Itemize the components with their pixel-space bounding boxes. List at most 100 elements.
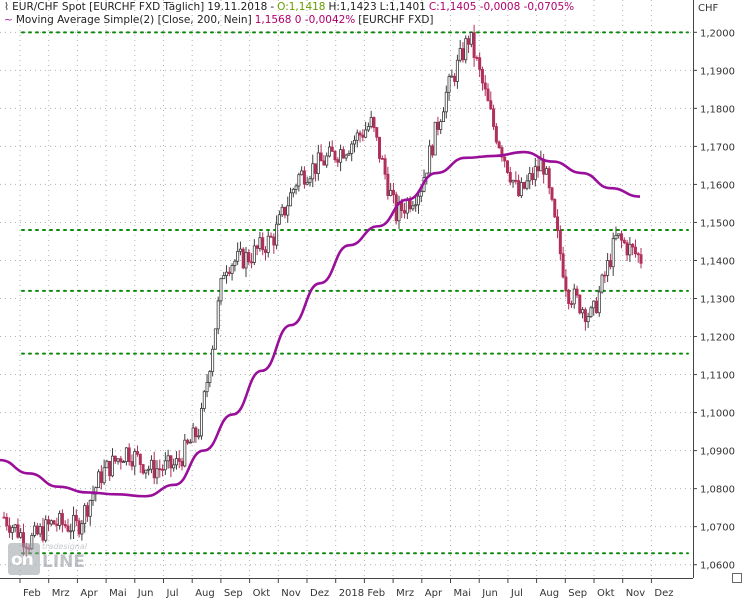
candle-body <box>525 180 529 189</box>
candle-body <box>606 260 610 276</box>
x-tick-label: Jul <box>510 588 523 599</box>
candle-body <box>539 159 543 172</box>
candle-body <box>597 291 601 314</box>
candle-body <box>330 146 334 152</box>
candle-body <box>600 274 604 293</box>
candle-body <box>166 455 170 462</box>
candle-body <box>489 100 493 110</box>
candle-body <box>508 172 512 183</box>
x-tick-label: Nov <box>626 588 646 599</box>
candle-body <box>202 391 206 409</box>
candle-body <box>5 516 9 527</box>
candle-body <box>567 290 571 304</box>
candle-body <box>250 261 254 264</box>
indicator-source: [EURCHF FXD] <box>358 14 434 26</box>
candle-body <box>277 214 281 225</box>
candle-body <box>58 513 62 526</box>
x-tick-label: Feb <box>23 588 41 599</box>
candle-body <box>633 246 637 255</box>
candle-body <box>503 156 507 162</box>
candle-body <box>366 126 370 131</box>
candle-body <box>608 260 612 268</box>
candle-body <box>105 460 109 469</box>
candle-body <box>252 245 256 263</box>
candle-body <box>119 458 123 463</box>
candle-body <box>113 455 117 462</box>
candle-body <box>155 468 159 479</box>
x-tick-label: Jul <box>166 588 179 599</box>
candle-body <box>480 68 484 84</box>
candle-body <box>263 249 267 253</box>
open-value: O:1,1418 <box>277 1 326 13</box>
candle-body <box>494 126 498 143</box>
indicator-value: 1,1568 0 -0,0042% <box>254 14 356 26</box>
candle-body <box>83 505 87 525</box>
candle-body <box>419 190 423 197</box>
candle-body <box>380 158 384 160</box>
candle-body <box>444 91 448 113</box>
candle-body <box>169 455 173 469</box>
candle-body <box>102 467 106 484</box>
y-tick-label: 1,2000 <box>700 28 735 39</box>
candle-body <box>147 468 151 471</box>
y-tick-label: 1,0900 <box>700 447 735 458</box>
x-tick-label: Jun <box>481 588 498 599</box>
candle-body <box>85 505 89 517</box>
candle-body <box>497 141 501 149</box>
ma-legend-icon: ∼ <box>4 14 13 26</box>
candle-body <box>297 174 301 187</box>
candle-body <box>63 524 67 527</box>
x-tick-label: Apr <box>80 588 98 599</box>
candle-body <box>208 371 212 383</box>
candle-body <box>575 288 579 296</box>
candle-body <box>283 206 287 216</box>
candle-body <box>500 147 504 158</box>
candle-body <box>116 458 120 462</box>
candle-body <box>38 526 42 535</box>
candle-body <box>275 223 279 246</box>
candle-body <box>594 300 598 314</box>
candle-body <box>436 121 440 130</box>
candle-body <box>314 163 318 174</box>
candle-body <box>447 76 451 93</box>
y-tick-label: 1,0700 <box>700 523 735 534</box>
candle-body <box>138 453 142 465</box>
candle-body <box>300 170 304 176</box>
candle-body <box>400 201 404 211</box>
candle-body <box>636 253 640 256</box>
candle-body <box>191 427 195 443</box>
candle-body <box>44 519 48 541</box>
candle-body <box>386 173 390 196</box>
candle-body <box>236 250 240 262</box>
x-tick-label: Sep <box>224 588 243 599</box>
logo-box <box>8 543 40 575</box>
candle-body <box>522 182 526 189</box>
candle-body <box>33 525 37 536</box>
chart-header-line1: ⌇ EUR/CHF Spot [EURCHF FXD Täglich] 19.11.… <box>4 1 575 13</box>
candle-body <box>152 459 156 479</box>
candle-body <box>47 519 51 525</box>
candle-body <box>158 468 162 471</box>
candle-body <box>97 471 101 489</box>
candle-body <box>472 32 476 58</box>
x-tick-label: Okt <box>253 588 271 599</box>
candle-body <box>74 514 78 522</box>
candle-body <box>391 189 395 196</box>
candle-body <box>461 48 465 61</box>
candle-body <box>403 210 407 214</box>
candle-body <box>517 180 521 197</box>
y-tick-label: 1,1000 <box>700 409 735 420</box>
candle-body <box>464 38 468 61</box>
candle-body <box>405 200 409 214</box>
y-tick-label: 1,1800 <box>700 104 735 115</box>
candle-body <box>439 121 443 130</box>
candle-body <box>611 238 615 268</box>
candle-body <box>261 237 265 251</box>
resize-handle-icon[interactable] <box>732 573 742 583</box>
candle-body <box>383 158 387 175</box>
candle-body <box>172 464 176 469</box>
candle-body <box>294 185 298 190</box>
candle-body <box>325 155 329 166</box>
candle-body <box>241 248 245 269</box>
